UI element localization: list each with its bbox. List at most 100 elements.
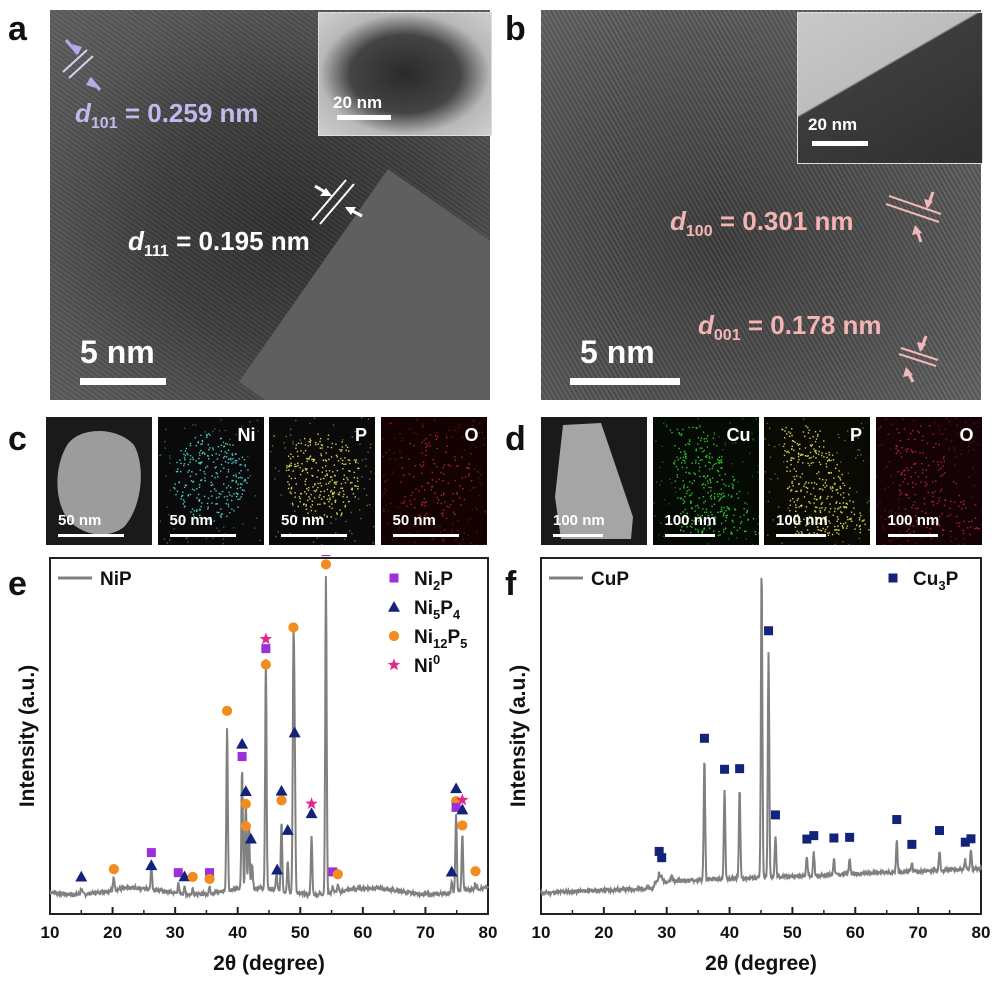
peak-marker-triangle (288, 726, 301, 738)
peak-marker-square (907, 839, 917, 849)
x-tick-label: 40 (720, 923, 739, 942)
peak-marker-square (321, 555, 331, 557)
eds-map-texture (381, 419, 487, 545)
tem-inset-nip: 20 nm (318, 12, 492, 136)
peak-marker-circle (108, 864, 119, 875)
peak-marker-square (173, 868, 183, 878)
peak-marker-square (966, 834, 976, 844)
map-scale-text: 100 nm (664, 512, 717, 529)
peak-marker-square (829, 833, 839, 843)
legend-marker-square (389, 573, 399, 583)
x-tick-label: 50 (291, 923, 310, 942)
panel-letter-f: f (505, 565, 517, 603)
map-scale-text: 100 nm (887, 512, 940, 529)
eds-map-texture (158, 419, 260, 545)
peak-marker-star (305, 797, 318, 810)
d-spacing-label-111: d111 = 0.195 nm (128, 226, 310, 260)
x-tick-label: 20 (103, 923, 122, 942)
peak-marker-square (205, 868, 215, 878)
particle-silhouette (57, 430, 141, 535)
element-label: Ni (237, 425, 256, 445)
panel-letter-d: d (505, 420, 526, 458)
x-axis-label: 2θ (degree) (213, 952, 325, 975)
peak-marker-circle (240, 798, 251, 810)
eds-map-d-p: P 100 nm (764, 417, 870, 545)
xrd-pattern-line (540, 577, 982, 899)
panel-letter-a: a (8, 10, 27, 48)
element-label: Cu (726, 425, 751, 445)
eds-map-texture (269, 417, 375, 545)
element-label: O (959, 425, 974, 445)
inset-scale-text: 20 nm (808, 115, 858, 134)
x-tick-label: 70 (416, 923, 435, 942)
map-scale-bar (776, 534, 826, 537)
map-scale-bar (169, 534, 236, 537)
peak-marker-triangle (244, 832, 257, 844)
peak-marker-triangle (450, 782, 463, 794)
peak-marker-triangle (456, 803, 469, 815)
peak-marker-square (845, 832, 855, 842)
particle-silhouette (555, 423, 633, 539)
xrd-chart-cup: 10 20 30 40 50 60 70 80 2θ (degree) Intensity (a.… (507, 557, 991, 975)
eds-map-c-haadf: 50 nm (46, 417, 152, 545)
x-tick-label: 10 (532, 923, 551, 942)
peak-marker-triangle (178, 870, 191, 882)
element-label: P (849, 425, 862, 445)
legend-series-label: NiP (100, 569, 132, 590)
peak-marker-triangle (145, 859, 158, 871)
peak-marker-square (809, 831, 819, 841)
xrd-chart-nip: 10 20 30 40 50 60 70 80 2θ (degree) Intensity (a.… (16, 555, 498, 975)
legend-marker-triangle (388, 601, 400, 612)
lattice-fringe-markers-a (62, 39, 363, 225)
eds-map-c-ni: Ni 50 nm (157, 417, 264, 545)
peak-marker-square (892, 815, 902, 825)
map-scale-text: 50 nm (58, 512, 102, 529)
x-tick-label: 50 (783, 923, 802, 942)
d-spacing-label-001: d001 = 0.178 nm (698, 310, 882, 344)
peak-marker-triangle (271, 863, 284, 875)
eds-map-c-o: O 50 nm (380, 417, 487, 545)
map-scale-bar (664, 534, 715, 537)
peak-marker-star (259, 632, 273, 645)
peak-marker-triangle (239, 785, 252, 797)
peak-marker-square (328, 867, 338, 877)
scale-text-b: 5 nm (580, 334, 655, 370)
peak-marker-triangle (275, 784, 288, 796)
peak-marker-square (770, 810, 780, 820)
map-scale-bar (887, 534, 938, 537)
eds-map-d-cu: Cu 100 nm (652, 417, 759, 545)
peak-marker-square (654, 846, 664, 856)
legend-phase-label: Ni2P (414, 569, 453, 593)
scale-text-a: 5 nm (80, 334, 155, 370)
x-tick-label: 70 (909, 923, 928, 942)
panel-letter-b: b (505, 10, 526, 48)
x-tick-label: 80 (479, 923, 498, 942)
d-spacing-label-100: d100 = 0.301 nm (670, 206, 854, 240)
legend-marker-circle (388, 630, 400, 642)
peak-marker-square (764, 626, 774, 636)
x-tick-label: 20 (594, 923, 613, 942)
x-tick-label: 60 (353, 923, 372, 942)
peak-marker-square (451, 802, 461, 812)
peak-marker-square (237, 752, 247, 762)
peak-marker-circle (276, 795, 287, 806)
peak-marker-triangle (281, 824, 294, 835)
peak-marker-triangle (305, 807, 318, 819)
inset-scale-text: 20 nm (333, 93, 383, 112)
map-scale-text: 50 nm (281, 512, 325, 529)
peak-marker-triangle (75, 870, 88, 882)
x-tick-label: 80 (972, 923, 991, 942)
peak-marker-square (720, 764, 730, 774)
eds-map-texture (555, 423, 633, 539)
x-tick-label: 10 (41, 923, 60, 942)
peak-marker-square (735, 764, 745, 774)
peak-marker-square (960, 837, 970, 847)
map-scale-text: 50 nm (169, 512, 213, 529)
inset-scale-bar (337, 115, 391, 120)
peak-marker-star (456, 793, 469, 806)
peak-marker-square (935, 826, 945, 836)
eds-map-d-o: O 100 nm (875, 417, 982, 545)
map-scale-bar (58, 534, 124, 537)
eds-map-texture (764, 418, 870, 545)
y-axis-label: Intensity (a.u.) (507, 665, 530, 807)
